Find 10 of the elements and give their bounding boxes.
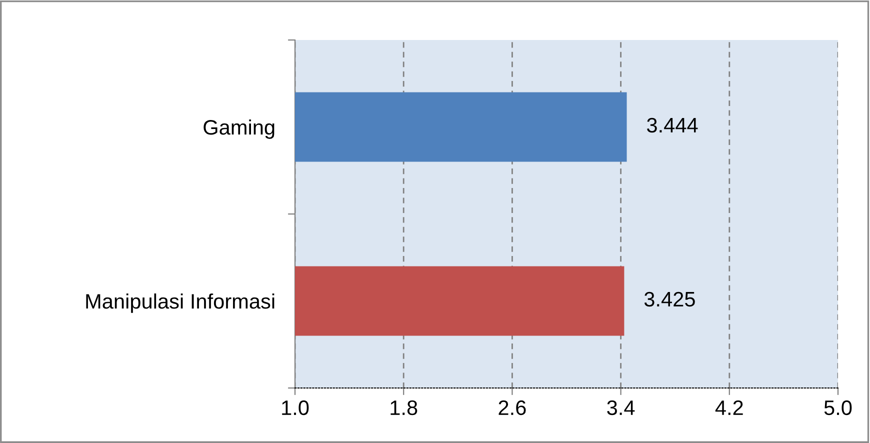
data-label: 3.425 — [644, 292, 695, 307]
x-tick-label: 4.2 — [715, 400, 743, 415]
y-tick-label: Gaming — [204, 119, 274, 139]
x-tick-label: 3.4 — [607, 400, 635, 416]
x-tick-label: 1.8 — [390, 400, 418, 416]
x-tick-label: 5.0 — [824, 400, 852, 416]
x-tick-label: 1.0 — [282, 400, 309, 416]
y-tick-label: Manipulasi Informasi — [86, 293, 274, 313]
data-label: 3.444 — [647, 118, 698, 133]
x-tick-label: 2.6 — [498, 400, 526, 416]
